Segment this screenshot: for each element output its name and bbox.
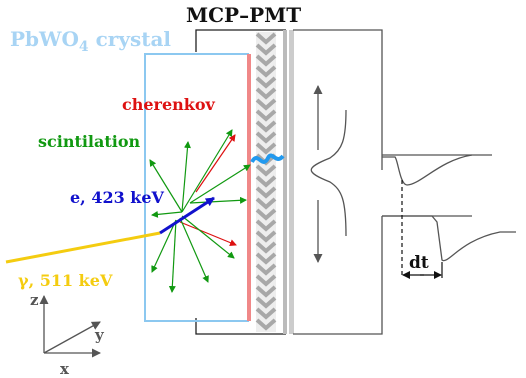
scintilation-label: scintilation (38, 132, 141, 151)
mcp-chevron (255, 43, 277, 56)
mcp-pmt-label: MCP–PMT (186, 3, 301, 27)
mcp-chevrons (255, 32, 277, 331)
mcp-chevron (255, 109, 277, 122)
mcp-chevron (255, 208, 277, 221)
mcp-chevron (255, 307, 277, 320)
mcp-chevron (255, 230, 277, 243)
mcp-chevron (255, 175, 277, 188)
electron-track (159, 196, 215, 235)
crystal-label: PbWO4 crystal (10, 27, 171, 55)
mcp-chevron (255, 32, 277, 45)
electron-label: e, 423 keV (70, 188, 165, 207)
gamma-ray (5, 231, 161, 264)
axis-x-label: x (60, 360, 70, 378)
mcp-chevron (255, 54, 277, 67)
mcp-chevron (255, 263, 277, 276)
readout-box (293, 29, 472, 335)
mcp-chevron (255, 219, 277, 232)
scintillation-photons (149, 129, 251, 293)
photocathode (247, 54, 251, 321)
signal-waveform-2 (382, 215, 516, 262)
signal-waveform-1 (382, 154, 492, 186)
mcp-chevron (255, 98, 277, 111)
mcp-chevron (255, 186, 277, 199)
mcp-chevron (255, 241, 277, 254)
mcp-chevron (255, 197, 277, 210)
mcp-chevron (255, 164, 277, 177)
mcp-chevron (255, 318, 277, 331)
mcp-chevron (255, 76, 277, 89)
cherenkov-label: cherenkov (122, 95, 216, 114)
mcp-chevron (255, 296, 277, 309)
mcp-chevron (255, 142, 277, 155)
photon-hit (250, 153, 285, 164)
dt-label: dt (409, 253, 429, 273)
cherenkov-photons (179, 134, 237, 246)
pmt-anode-wall (283, 30, 287, 334)
gamma-label: γ, 511 keV (18, 271, 113, 290)
mcp-chevron (255, 274, 277, 287)
mcp-chevron (255, 131, 277, 144)
mcp-chevron (255, 252, 277, 265)
mcp-chevron (255, 285, 277, 298)
charge-profile (310, 109, 347, 237)
pmt-back-wall (289, 30, 294, 334)
mcp-chevron (255, 87, 277, 100)
mcp-chevron (255, 65, 277, 78)
mcp-chevron (255, 120, 277, 133)
axis-y-label: y (94, 326, 105, 344)
coordinate-axes (39, 295, 101, 358)
axis-z-label: z (30, 291, 39, 309)
pmt-housing (195, 29, 286, 335)
